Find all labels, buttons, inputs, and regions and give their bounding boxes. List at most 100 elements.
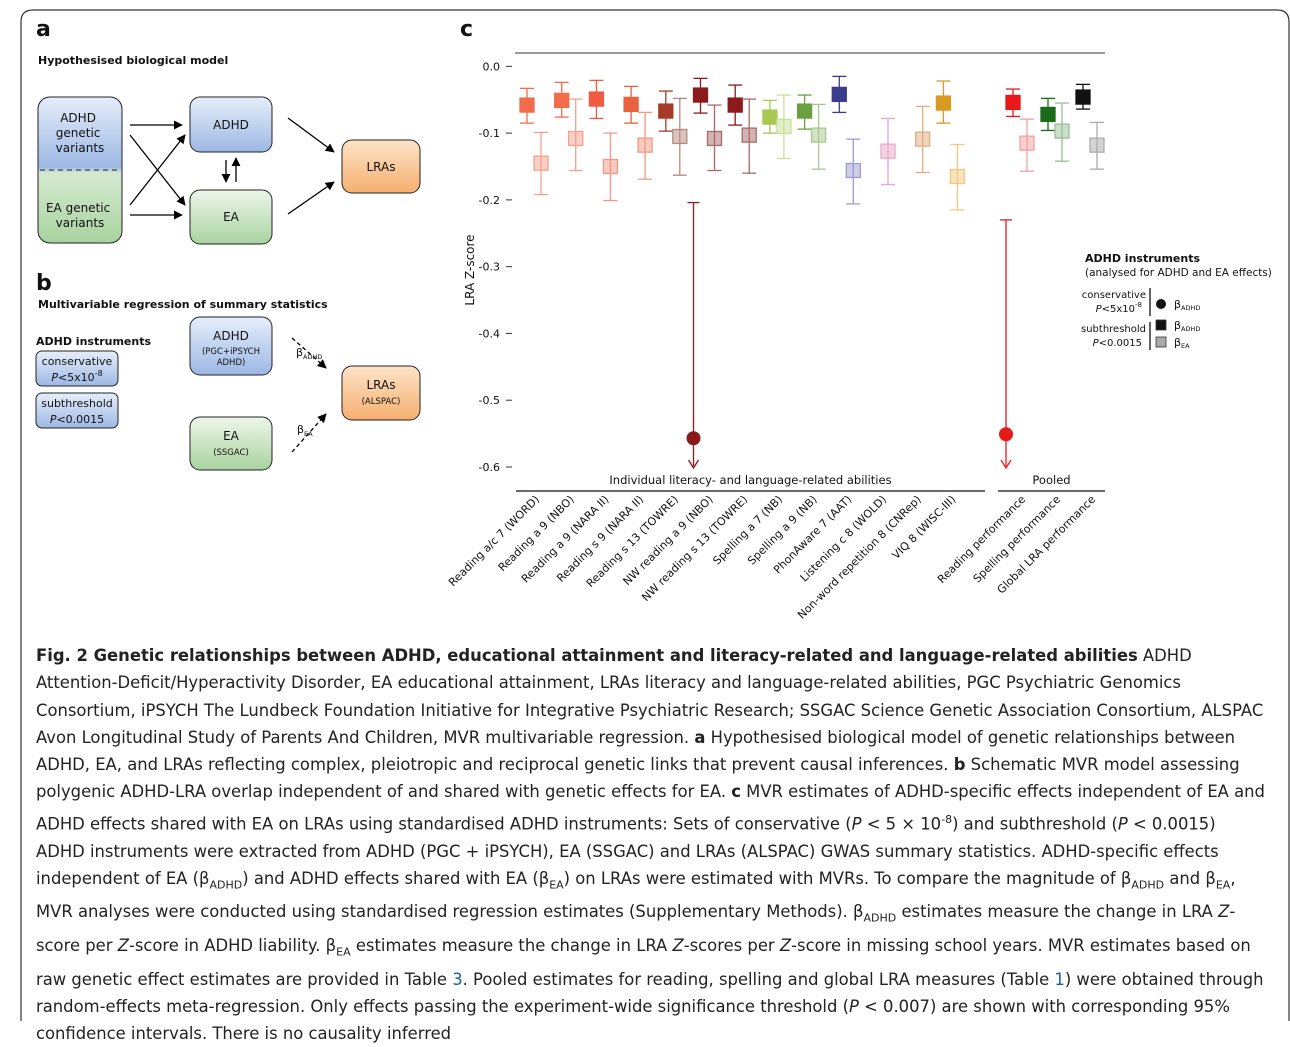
caption-text: and β	[1164, 868, 1216, 888]
legend-threshold-exp: -8	[1135, 301, 1142, 309]
legend-marker	[1155, 319, 1167, 331]
legend-sub: EA	[1181, 342, 1190, 350]
caption-text: a	[694, 727, 706, 747]
point	[706, 130, 723, 147]
node-label: ADHD	[213, 329, 249, 343]
caption-text: -scores per	[683, 936, 780, 955]
caption-text: -score in ADHD liability. β	[128, 936, 337, 955]
node-label: P<0.0015	[50, 413, 104, 426]
caption-text: b	[953, 755, 966, 775]
legend-symbol: β	[1174, 319, 1181, 332]
node-label: (PGC+iPSYCH ADHD)	[202, 347, 260, 368]
caption-text[interactable]: 3	[452, 969, 463, 989]
point	[1019, 135, 1035, 151]
caption-text: ) and subthreshold (	[952, 814, 1118, 834]
panel-label: c	[460, 17, 473, 42]
legend-threshold-var: P	[1096, 304, 1103, 315]
legend-threshold: P<0.0015	[1093, 338, 1142, 349]
legend-group: subthreshold	[1081, 324, 1146, 335]
point	[915, 131, 931, 147]
panel-title: Multivariable regression of summary stat…	[38, 298, 328, 311]
point	[1054, 123, 1070, 139]
beta-symbol: β	[296, 346, 303, 359]
node-box	[341, 365, 421, 421]
point	[519, 97, 535, 113]
caption-text: Z	[117, 936, 129, 955]
point	[686, 431, 701, 446]
node-label: EA	[223, 429, 240, 443]
node-text: ADHD)	[217, 358, 246, 368]
caption-text: P	[848, 996, 859, 1016]
point	[796, 103, 813, 119]
y-tick-label: -0.4	[479, 327, 500, 340]
legend-symbol: β	[1174, 336, 1181, 349]
legend-subtitle: (analysed for ADHD and EA effects)	[1085, 267, 1272, 279]
caption-text: Z	[779, 936, 792, 955]
caption-text: < 0.0015) ADHD instruments were extracte…	[36, 814, 1219, 888]
point	[949, 168, 966, 185]
node-text: variants	[56, 216, 105, 230]
panel-title: Hypothesised biological model	[38, 54, 228, 67]
node-text: P	[51, 371, 58, 384]
caption: Fig. 2 Genetic relationships between ADH…	[36, 642, 1268, 1047]
point	[588, 91, 605, 107]
caption-text: Schematic MVR model assessing polygenic …	[36, 755, 1240, 802]
caption-text: -8	[941, 812, 953, 826]
node-box	[35, 392, 119, 429]
node-label: LRAs	[367, 160, 396, 174]
point	[727, 97, 743, 113]
point	[831, 86, 847, 103]
node-label: subthreshold	[41, 397, 113, 410]
y-tick-label: -0.5	[479, 394, 500, 407]
node-text: genetic	[56, 126, 101, 140]
caption-text: ADHD Attention-Deficit/Hyperactivity Dis…	[36, 646, 1264, 747]
legend-title: ADHD instruments	[1085, 252, 1200, 265]
caption-text[interactable]: 1	[1054, 969, 1065, 989]
point	[623, 96, 639, 113]
y-tick-label: -0.6	[479, 461, 500, 474]
legend-marker	[1156, 299, 1166, 309]
point	[637, 137, 653, 153]
point	[1040, 106, 1056, 123]
node-box	[341, 139, 421, 194]
node-text: -8	[95, 369, 103, 378]
group-label: Individual literacy- and language-relate…	[609, 473, 891, 487]
node-text: <0.0015	[56, 413, 104, 426]
node-box	[189, 416, 273, 471]
caption-text: . Pooled estimates for reading, spelling…	[462, 969, 1055, 989]
caption-text: estimates measure the change in LRA	[350, 936, 673, 955]
arrows	[129, 117, 335, 220]
y-tick-label: -0.3	[479, 261, 500, 274]
caption-text: EA	[549, 878, 564, 892]
legend-label: βADHD	[1174, 298, 1200, 312]
beta-sub: EA	[304, 430, 313, 438]
node-label: LRAs	[367, 378, 396, 392]
point	[762, 109, 778, 125]
arrow	[291, 337, 327, 369]
point	[602, 158, 619, 175]
point	[845, 162, 861, 179]
node-text: ADHD	[60, 111, 96, 125]
point	[999, 427, 1013, 442]
node-label: P<5x10-8	[51, 369, 102, 384]
legend-marker	[1155, 336, 1167, 348]
legend-label: βADHD	[1174, 319, 1200, 333]
point	[1005, 94, 1021, 111]
caption-text: P	[851, 814, 862, 834]
panel-label: a	[36, 17, 51, 42]
y-axis-label: LRA Z-score	[463, 234, 477, 305]
legend-group: conservative	[1082, 290, 1146, 301]
point	[568, 130, 584, 147]
caption-text: ADHD	[209, 878, 243, 892]
node-text: variants	[56, 141, 105, 155]
node-box	[35, 350, 119, 387]
caption-text: -score in missing school years. MVR esti…	[36, 936, 1251, 989]
caption-text: MVR estimates of ADHD-specific effects i…	[36, 782, 1265, 834]
page: {"panel_a":{"label":"a","title":"Hypothe…	[20, 9, 1290, 1044]
legend-label: βEA	[1174, 336, 1190, 350]
node-label: EA	[223, 210, 240, 224]
node-text: <5x10	[58, 371, 95, 384]
node-text: (PGC+iPSYCH	[202, 347, 260, 357]
legend-threshold-text: <0.0015	[1099, 338, 1142, 349]
